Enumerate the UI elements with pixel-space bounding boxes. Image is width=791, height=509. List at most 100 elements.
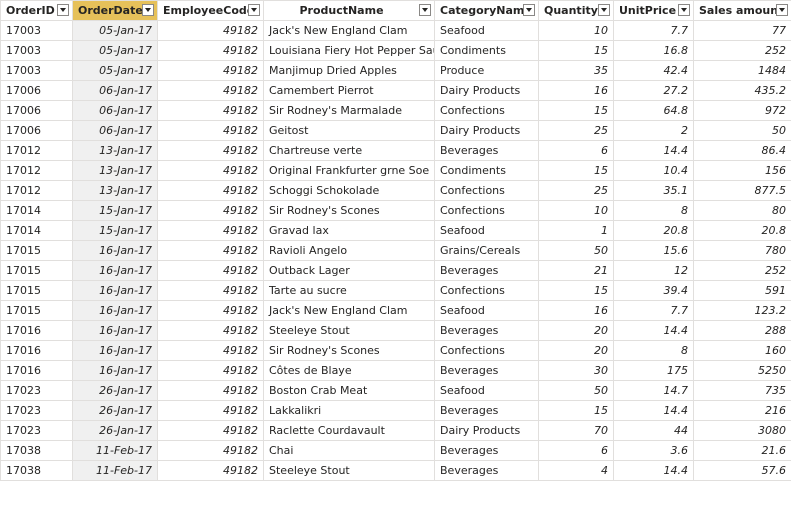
table-cell: 17006 bbox=[0, 120, 73, 141]
table-cell: 16-Jan-17 bbox=[72, 340, 158, 361]
table-row: 17012 13-Jan-17 49182 Chartreuse verte Bever… bbox=[0, 140, 791, 161]
table-row: 17023 26-Jan-17 49182 Boston Crab Meat Seafo… bbox=[0, 380, 791, 401]
table-cell: 06-Jan-17 bbox=[72, 120, 158, 141]
table-cell: Dairy Products bbox=[434, 120, 539, 141]
table-cell: 17012 bbox=[0, 160, 73, 181]
table-cell: 86.4 bbox=[693, 140, 791, 161]
table-cell: 49182 bbox=[157, 220, 264, 241]
column-header[interactable]: EmployeeCode bbox=[157, 0, 264, 21]
table-cell: Chartreuse verte bbox=[263, 140, 435, 161]
table-cell: 17003 bbox=[0, 20, 73, 41]
table-cell: 10 bbox=[538, 200, 614, 221]
table-cell: Côtes de Blaye bbox=[263, 360, 435, 381]
filter-dropdown[interactable] bbox=[57, 4, 69, 16]
table-cell: 26-Jan-17 bbox=[72, 380, 158, 401]
table-row: 17023 26-Jan-17 49182 Lakkalikri Beverages 15… bbox=[0, 400, 791, 421]
table-cell: 35 bbox=[538, 60, 614, 81]
table-cell: 10.4 bbox=[613, 160, 694, 181]
table-row: 17003 05-Jan-17 49182 Manjimup Dried Apples… bbox=[0, 60, 791, 81]
table-cell: 15-Jan-17 bbox=[72, 200, 158, 221]
table-row: 17015 16-Jan-17 49182 Outback Lager Beverage… bbox=[0, 260, 791, 281]
table-cell: Jack's New England Clam bbox=[263, 300, 435, 321]
table-cell: 49182 bbox=[157, 380, 264, 401]
table-cell: Beverages bbox=[434, 360, 539, 381]
table-cell: 4 bbox=[538, 460, 614, 481]
table-cell: 17006 bbox=[0, 100, 73, 121]
table-cell: 49182 bbox=[157, 40, 264, 61]
table-cell: 49182 bbox=[157, 60, 264, 81]
table-cell: Confections bbox=[434, 280, 539, 301]
filter-dropdown[interactable] bbox=[678, 4, 690, 16]
filter-dropdown[interactable] bbox=[523, 4, 535, 16]
table-cell: 6 bbox=[538, 440, 614, 461]
table-cell: 25 bbox=[538, 180, 614, 201]
table-cell: 17015 bbox=[0, 280, 73, 301]
table-cell: 16-Jan-17 bbox=[72, 320, 158, 341]
filter-dropdown[interactable] bbox=[419, 4, 431, 16]
column-header[interactable]: Sales amount bbox=[693, 0, 791, 21]
table-cell: Seafood bbox=[434, 20, 539, 41]
table-cell: Louisiana Fiery Hot Pepper Sauce bbox=[263, 40, 435, 61]
table-cell: 20.8 bbox=[693, 220, 791, 241]
table-cell: 14.7 bbox=[613, 380, 694, 401]
table-cell: 17038 bbox=[0, 440, 73, 461]
table-cell: Beverages bbox=[434, 320, 539, 341]
table-cell: 972 bbox=[693, 100, 791, 121]
column-header[interactable]: Quantity bbox=[538, 0, 614, 21]
table-cell: 123.2 bbox=[693, 300, 791, 321]
table-cell: 05-Jan-17 bbox=[72, 40, 158, 61]
table-cell: 16-Jan-17 bbox=[72, 360, 158, 381]
table-cell: 05-Jan-17 bbox=[72, 60, 158, 81]
column-header[interactable]: UnitPrice bbox=[613, 0, 694, 21]
filter-dropdown[interactable] bbox=[598, 4, 610, 16]
table-cell: 17016 bbox=[0, 360, 73, 381]
table-cell: Gravad lax bbox=[263, 220, 435, 241]
table-cell: 49182 bbox=[157, 280, 264, 301]
table-cell: 17038 bbox=[0, 460, 73, 481]
table-cell: 49182 bbox=[157, 80, 264, 101]
filter-dropdown[interactable] bbox=[248, 4, 260, 16]
column-header[interactable]: OrderDate bbox=[72, 0, 158, 21]
table-cell: 16-Jan-17 bbox=[72, 280, 158, 301]
filter-dropdown[interactable] bbox=[776, 4, 788, 16]
table-cell: 20 bbox=[538, 320, 614, 341]
table-row: 17015 16-Jan-17 49182 Tarte au sucre Confect… bbox=[0, 280, 791, 301]
table-cell: 14.4 bbox=[613, 460, 694, 481]
table-cell: Lakkalikri bbox=[263, 400, 435, 421]
table-cell: Grains/Cereals bbox=[434, 240, 539, 261]
table-cell: 15 bbox=[538, 100, 614, 121]
table-cell: Beverages bbox=[434, 400, 539, 421]
table-cell: 49182 bbox=[157, 120, 264, 141]
table-cell: 160 bbox=[693, 340, 791, 361]
table-cell: 30 bbox=[538, 360, 614, 381]
table-cell: 49182 bbox=[157, 300, 264, 321]
table-cell: Schoggi Schokolade bbox=[263, 180, 435, 201]
table-cell: 14.4 bbox=[613, 140, 694, 161]
table-cell: Condiments bbox=[434, 40, 539, 61]
table-cell: 10 bbox=[538, 20, 614, 41]
table-cell: 780 bbox=[693, 240, 791, 261]
table-cell: Confections bbox=[434, 100, 539, 121]
table-cell: 49182 bbox=[157, 140, 264, 161]
table-cell: Beverages bbox=[434, 440, 539, 461]
table-cell: 21 bbox=[538, 260, 614, 281]
table-cell: 21.6 bbox=[693, 440, 791, 461]
table-cell: 17006 bbox=[0, 80, 73, 101]
table-cell: 17014 bbox=[0, 220, 73, 241]
table-cell: 5250 bbox=[693, 360, 791, 381]
table-cell: 15 bbox=[538, 400, 614, 421]
table-cell: 3080 bbox=[693, 420, 791, 441]
table-cell: 11-Feb-17 bbox=[72, 460, 158, 481]
table-cell: 49182 bbox=[157, 460, 264, 481]
table-cell: 591 bbox=[693, 280, 791, 301]
filter-dropdown[interactable] bbox=[142, 4, 154, 16]
table-cell: 6 bbox=[538, 140, 614, 161]
table-cell: 49182 bbox=[157, 100, 264, 121]
table-cell: 15-Jan-17 bbox=[72, 220, 158, 241]
column-header[interactable]: CategoryName bbox=[434, 0, 539, 21]
table-cell: 12 bbox=[613, 260, 694, 281]
column-header[interactable]: ProductName bbox=[263, 0, 435, 21]
table-row: 17038 11-Feb-17 49182 Chai Beverages 6 3.6 21.6 bbox=[0, 440, 791, 461]
table-row: 17016 16-Jan-17 49182 Sir Rodney's Scones Co… bbox=[0, 340, 791, 361]
column-header[interactable]: OrderID bbox=[0, 0, 73, 21]
